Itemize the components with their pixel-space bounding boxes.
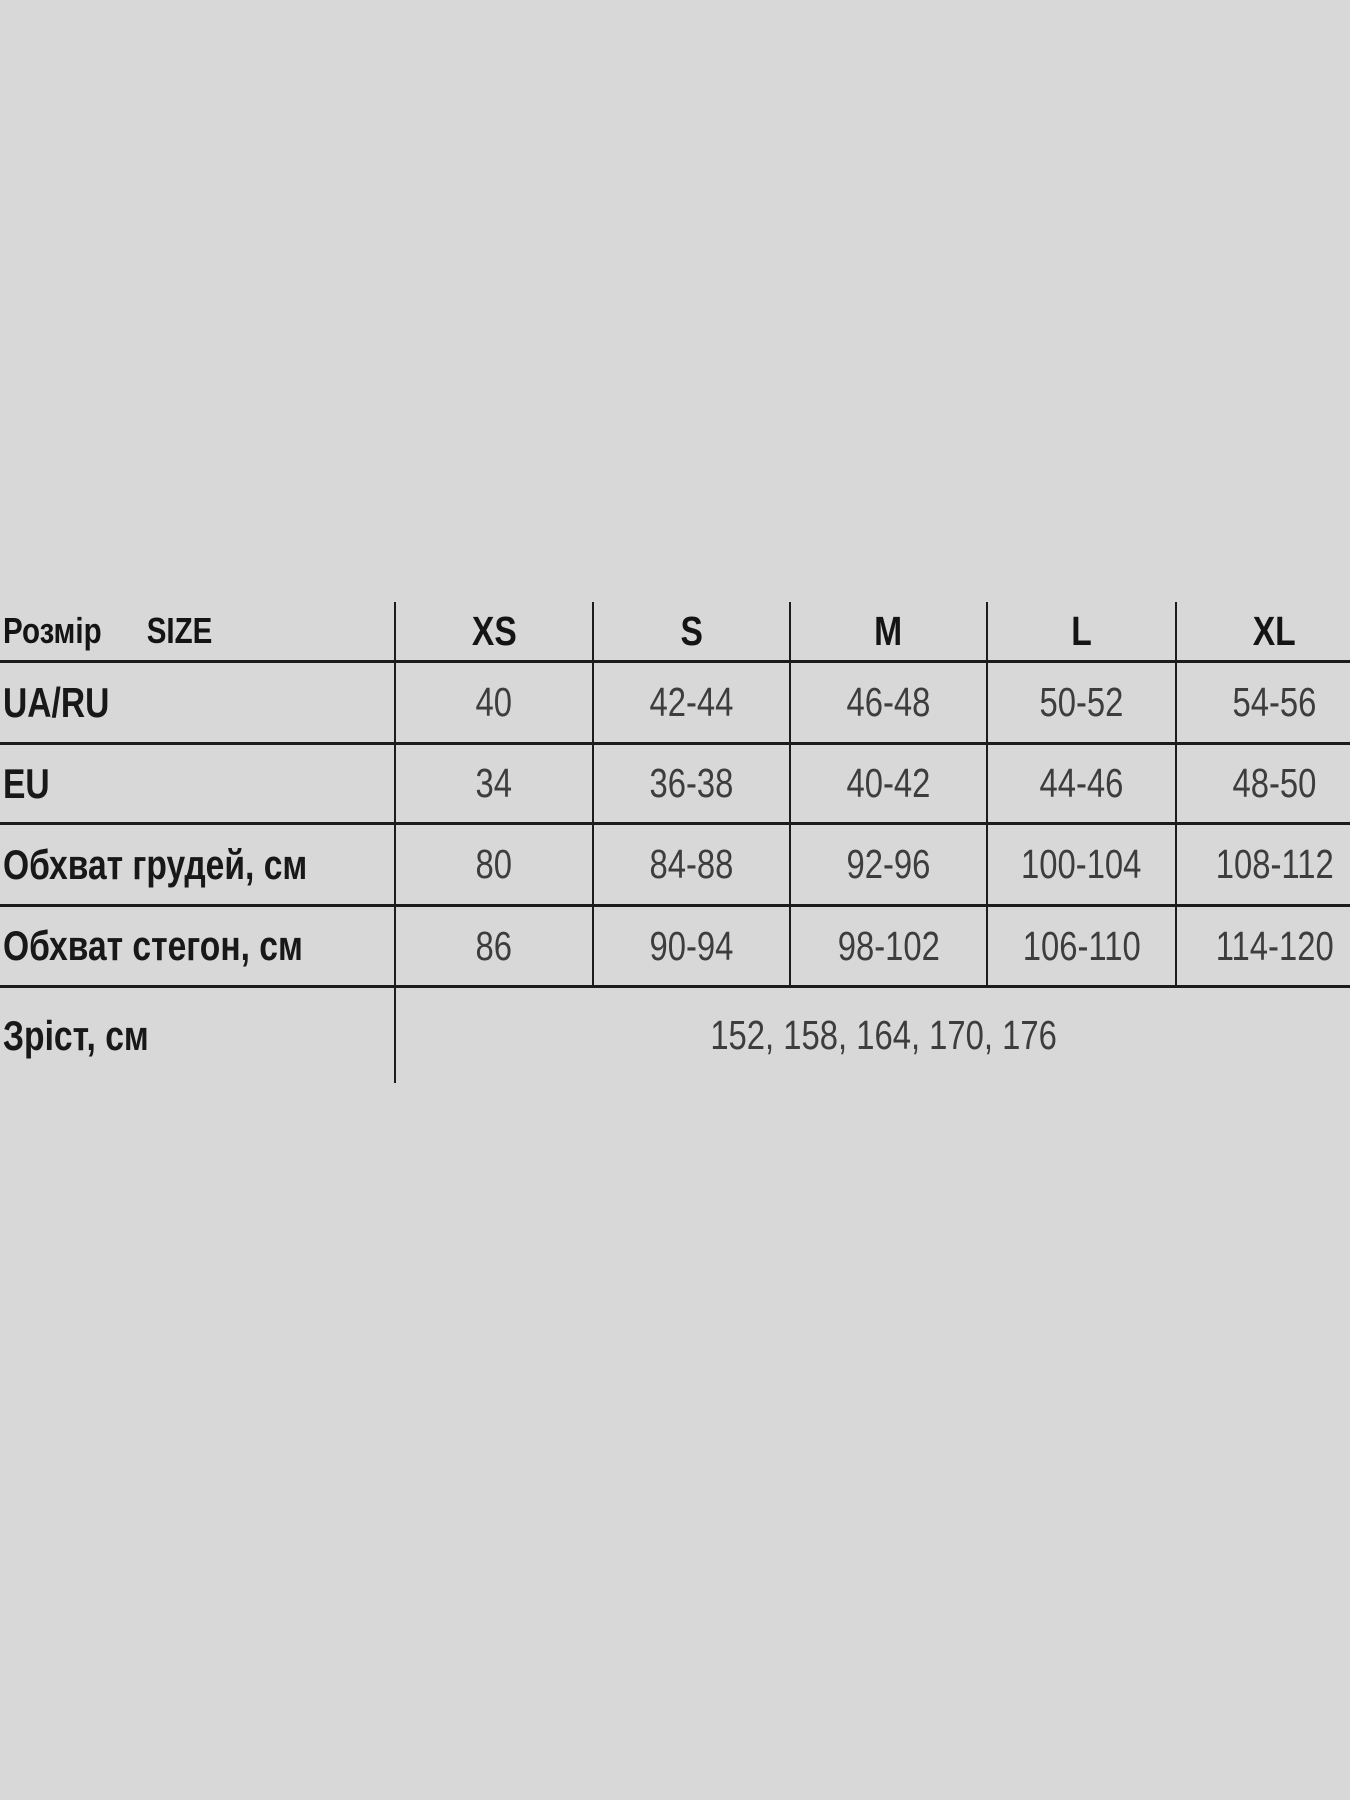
header-cell-l: L bbox=[986, 602, 1175, 663]
size-value: 40 bbox=[475, 679, 513, 725]
size-value: 40-42 bbox=[846, 760, 931, 806]
row-label-text: EU bbox=[3, 759, 50, 807]
cell-hips-s: 90-94 bbox=[592, 907, 789, 988]
size-value: 98-102 bbox=[837, 922, 940, 969]
cell-chest-s: 84-88 bbox=[592, 825, 789, 907]
cell-chest-xs: 80 bbox=[394, 825, 592, 907]
header-cell-size-label: Розмір SIZE bbox=[0, 602, 394, 663]
size-value: 44-46 bbox=[1039, 760, 1124, 806]
height-values: 152, 158, 164, 170, 176 bbox=[710, 1012, 1058, 1058]
cell-chest-m: 92-96 bbox=[789, 825, 986, 907]
cell-ua-ru-xl: 54-56 bbox=[1175, 663, 1350, 745]
size-value: 106-110 bbox=[1022, 922, 1141, 969]
cell-eu-l: 44-46 bbox=[986, 745, 1175, 825]
cell-ua-ru-s: 42-44 bbox=[592, 663, 789, 745]
size-value: 50-52 bbox=[1039, 679, 1124, 725]
size-value: 42-44 bbox=[649, 679, 734, 725]
size-value: 92-96 bbox=[846, 841, 931, 887]
size-header-s: S bbox=[680, 607, 703, 654]
cell-hips-xl: 114-120 bbox=[1175, 907, 1350, 988]
header-cell-xs: XS bbox=[394, 602, 592, 663]
row-label-chest: Обхват грудей, см bbox=[0, 825, 394, 907]
cell-ua-ru-l: 50-52 bbox=[986, 663, 1175, 745]
size-table: Розмір SIZE XS S M L XL UA/RU 40 42-44 46… bbox=[0, 602, 1350, 1083]
size-value: 54-56 bbox=[1232, 679, 1317, 725]
cell-height-merged: 152, 158, 164, 170, 176 bbox=[394, 988, 1350, 1083]
size-value: 86 bbox=[475, 922, 513, 969]
size-header-xl: XL bbox=[1253, 607, 1296, 654]
size-value: 34 bbox=[475, 760, 513, 806]
cell-ua-ru-xs: 40 bbox=[394, 663, 592, 745]
cell-ua-ru-m: 46-48 bbox=[789, 663, 986, 745]
cell-eu-s: 36-38 bbox=[592, 745, 789, 825]
size-label-text: Розмір SIZE bbox=[3, 610, 212, 652]
row-label-ua-ru: UA/RU bbox=[0, 663, 394, 745]
cell-eu-xs: 34 bbox=[394, 745, 592, 825]
cell-hips-xs: 86 bbox=[394, 907, 592, 988]
cell-eu-xl: 48-50 bbox=[1175, 745, 1350, 825]
size-header-l: L bbox=[1071, 607, 1092, 654]
row-label-hips: Обхват стегон, см bbox=[0, 907, 394, 988]
row-label-text: UA/RU bbox=[3, 678, 110, 726]
size-value: 80 bbox=[475, 841, 513, 887]
size-label-en: SIZE bbox=[146, 610, 213, 651]
size-value: 84-88 bbox=[649, 841, 734, 887]
header-cell-s: S bbox=[592, 602, 789, 663]
header-cell-xl: XL bbox=[1175, 602, 1350, 663]
size-value: 100-104 bbox=[1021, 841, 1142, 887]
size-value: 48-50 bbox=[1232, 760, 1317, 806]
cell-chest-l: 100-104 bbox=[986, 825, 1175, 907]
row-label-text: Обхват грудей, см bbox=[3, 840, 308, 888]
size-label-uk: Розмір bbox=[3, 610, 102, 651]
size-header-m: M bbox=[874, 607, 903, 654]
size-header-xs: XS bbox=[471, 607, 517, 654]
size-value: 46-48 bbox=[846, 679, 931, 725]
row-label-text: Зріст, см bbox=[3, 1011, 149, 1059]
cell-hips-l: 106-110 bbox=[986, 907, 1175, 988]
size-value: 36-38 bbox=[649, 760, 734, 806]
cell-hips-m: 98-102 bbox=[789, 907, 986, 988]
size-value: 114-120 bbox=[1215, 922, 1334, 969]
row-label-text: Обхват стегон, см bbox=[3, 922, 303, 969]
cell-chest-xl: 108-112 bbox=[1175, 825, 1350, 907]
row-label-eu: EU bbox=[0, 745, 394, 825]
size-value: 90-94 bbox=[649, 922, 734, 969]
size-value: 108-112 bbox=[1215, 841, 1334, 887]
header-cell-m: M bbox=[789, 602, 986, 663]
row-label-height: Зріст, см bbox=[0, 988, 394, 1083]
cell-eu-m: 40-42 bbox=[789, 745, 986, 825]
